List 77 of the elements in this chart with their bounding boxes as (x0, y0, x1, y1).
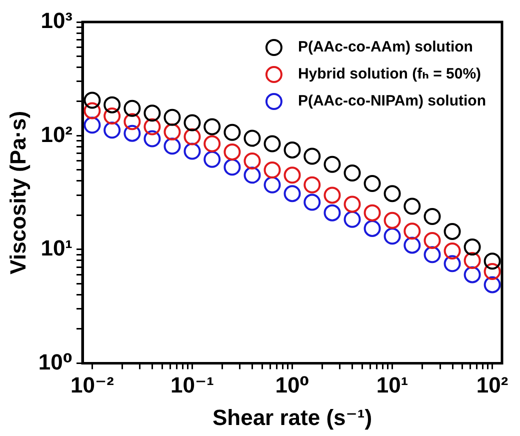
point (264, 161, 281, 178)
y-tick-label: 10³ (40, 8, 73, 34)
point (384, 228, 401, 245)
point (424, 208, 441, 225)
point (324, 204, 341, 222)
x-tick-label: 10⁻² (70, 372, 114, 398)
point (384, 212, 401, 229)
point (404, 236, 421, 254)
x-tick-label: 10⁻¹ (170, 372, 214, 398)
point (204, 150, 221, 168)
point (484, 263, 501, 280)
point (324, 156, 341, 173)
point (344, 196, 361, 213)
legend-label: P(AAc-co-NIPAm) solution (298, 92, 486, 110)
point (184, 142, 201, 160)
point (284, 185, 301, 202)
point (464, 252, 481, 269)
point (204, 135, 221, 152)
point (204, 118, 221, 136)
point (164, 123, 181, 140)
y-tick-label: 10¹ (40, 236, 73, 261)
y-axis-title: Viscosity (Pa·s) (5, 110, 30, 274)
point (464, 238, 481, 256)
y-tick-label: 10² (40, 122, 73, 147)
point (124, 124, 141, 142)
point (384, 185, 401, 202)
point (244, 152, 261, 170)
point (264, 135, 281, 152)
point (304, 194, 321, 211)
point (184, 128, 201, 146)
point (104, 96, 121, 114)
point (424, 232, 441, 249)
legend-label: P(AAc-co-AAm) solution (298, 38, 473, 56)
point (124, 100, 141, 117)
y-tick-label: 10⁰ (38, 349, 73, 374)
x-tick-label: 10² (476, 372, 508, 398)
point (144, 118, 161, 136)
point (444, 242, 461, 260)
x-axis-title: Shear rate (s⁻¹) (212, 404, 372, 430)
point (484, 276, 501, 294)
point (364, 204, 381, 222)
point (444, 222, 461, 240)
point (444, 255, 461, 272)
point (104, 108, 121, 125)
point (264, 176, 281, 194)
point (304, 176, 321, 194)
point (104, 122, 121, 139)
point (244, 130, 261, 147)
point (84, 102, 101, 120)
point (324, 186, 341, 204)
point (424, 246, 441, 264)
point (164, 108, 181, 126)
point (404, 222, 421, 240)
point (84, 92, 101, 109)
point (284, 141, 301, 158)
point (144, 104, 161, 122)
point (244, 166, 261, 184)
legend-label: Hybrid solution (fₕ = 50%) (298, 66, 482, 83)
point (304, 148, 321, 165)
point (224, 143, 241, 160)
point (364, 220, 381, 237)
point (84, 116, 101, 134)
point (144, 130, 161, 148)
point (484, 252, 501, 270)
x-tick-label: 10¹ (376, 372, 408, 398)
x-tick-label: 10⁰ (275, 372, 310, 398)
point (344, 210, 361, 228)
point (224, 124, 241, 141)
point (224, 158, 241, 176)
point (344, 164, 361, 182)
point (464, 266, 481, 284)
point (284, 166, 301, 184)
point (164, 138, 181, 155)
point (364, 175, 381, 192)
point (404, 198, 421, 215)
point (184, 114, 201, 132)
point (124, 113, 141, 130)
